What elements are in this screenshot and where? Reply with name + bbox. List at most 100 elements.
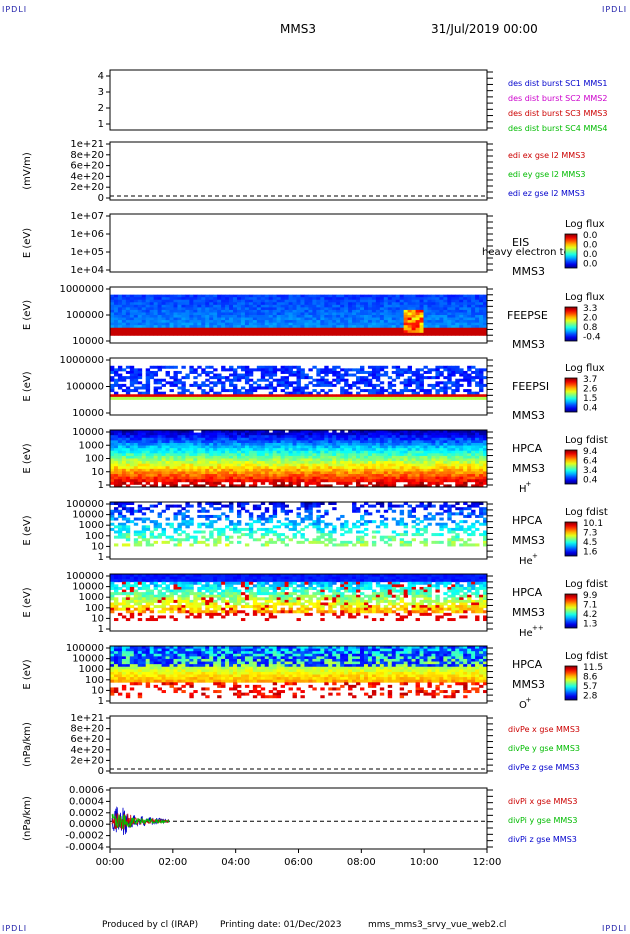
y-tick-label: 10000	[72, 582, 104, 593]
legend-entry: des dist burst SC4 MMS4	[508, 124, 607, 133]
y-tick-label: 100	[85, 531, 104, 542]
colorbar-tick-label: 6.4	[583, 457, 598, 467]
colorbar-tick-label: 5.7	[583, 682, 597, 692]
y-tick-label: 100000	[66, 382, 104, 393]
y-tick-label: 0	[98, 193, 104, 204]
legend-entry: des dist burst SC1 MMS1	[508, 79, 607, 88]
legend-entry: edi ez gse l2 MMS3	[508, 189, 585, 198]
species-label: He	[519, 628, 533, 639]
colorbar-title: Log flux	[565, 292, 605, 303]
legend-entry: divPe x gse MMS3	[508, 725, 580, 734]
y-tick-label: 4e+20	[70, 171, 104, 182]
instrument-label: HPCA	[512, 442, 543, 455]
y-tick-label: 4	[98, 71, 104, 82]
y-tick-label: 2	[98, 103, 104, 114]
corner-mark-tl: IPDLI	[2, 5, 28, 14]
colorbar-tick-label: 0.0	[583, 241, 598, 251]
colorbar-tick-label: 0.4	[583, 476, 598, 486]
colorbar-tick-label: 1.6	[583, 548, 598, 558]
legend-entry: divPe z gse MMS3	[508, 763, 579, 772]
y-axis-label: E (eV)	[22, 371, 33, 401]
panel-hpca_h: 10000 1000 100 10 1 E (eV) HPCA MMS3 H+ Log fdist…	[22, 427, 608, 495]
colorbar-tick-label: 2.0	[583, 314, 598, 324]
x-tick-label: 08:00	[347, 857, 376, 868]
overlay-text: heavy electron to	[482, 247, 570, 258]
panel-frame	[109, 787, 488, 850]
y-tick-label: 100000	[66, 310, 104, 321]
footer-producer: Produced by cl (IRAP)	[102, 920, 199, 930]
colorbar	[564, 233, 578, 269]
x-tick-label: 12:00	[473, 857, 502, 868]
instrument-label: HPCA	[512, 514, 543, 527]
y-tick-label: 100000	[66, 643, 104, 654]
panel-frame	[109, 69, 488, 131]
y-tick-label: 1000000	[59, 284, 104, 295]
colorbar-tick-label: 3.4	[583, 466, 598, 476]
footer-printing-date: Printing date: 01/Dec/2023	[220, 920, 342, 930]
y-tick-label: 10	[91, 685, 104, 696]
y-tick-label: 1000	[79, 440, 104, 451]
y-tick-label: 0.0004	[69, 796, 104, 807]
legend-entry: edi ey gse l2 MMS3	[508, 170, 586, 179]
x-tick-label: 10:00	[410, 857, 439, 868]
legend-entry: divPi z gse MMS3	[508, 835, 577, 844]
y-tick-label: 4e+20	[70, 745, 104, 756]
legend-entry: divPi x gse MMS3	[508, 797, 577, 806]
y-tick-label: 10000	[72, 654, 104, 665]
y-tick-label: 10000	[72, 408, 104, 419]
instrument-label: HPCA	[512, 658, 543, 671]
y-tick-label: 1e+05	[70, 247, 104, 258]
y-tick-label: 1	[98, 696, 104, 707]
colorbar-tick-label: 7.1	[583, 601, 597, 611]
y-tick-label: 100	[85, 454, 104, 465]
y-tick-label: 1000	[79, 664, 104, 675]
x-tick-label: 06:00	[284, 857, 313, 868]
y-axis-label: E (eV)	[22, 659, 33, 689]
colorbar	[564, 593, 578, 629]
colorbar-tick-label: 3.7	[583, 375, 597, 385]
spectrogram-hpca_he1	[110, 502, 488, 547]
charge-label: +	[532, 552, 538, 560]
colorbar-tick-label: 8.6	[583, 673, 598, 683]
x-tick-label: 04:00	[221, 857, 250, 868]
panel-burst: 4 3 2 1 des dist burst SC1 MMS1 des dist burs…	[98, 69, 607, 133]
y-tick-label: 10000	[72, 427, 104, 438]
colorbar	[564, 521, 578, 557]
y-tick-label: 0	[98, 766, 104, 777]
corner-mark-br: IPDLI	[602, 924, 628, 933]
colorbar-tick-label: 1.3	[583, 620, 597, 630]
y-tick-label: 1e+04	[70, 265, 104, 276]
panel-feepsi: 1000000 100000 10000 E (eV) FEEPSI MMS3 Log fl…	[22, 355, 605, 422]
y-tick-label: 100000	[66, 571, 104, 582]
species-label: H	[519, 484, 527, 495]
y-tick-label: 0.0000	[69, 819, 104, 830]
colorbar-tick-label: 2.6	[583, 385, 598, 395]
y-axis-label: E (eV)	[22, 300, 33, 330]
y-axis-label: (nPa/km)	[22, 796, 33, 841]
colorbar-tick-label: 1.5	[583, 394, 597, 404]
legend-entry: des dist burst SC2 MMS2	[508, 94, 607, 103]
y-tick-label: 10000	[72, 336, 104, 347]
y-tick-label: 100	[85, 675, 104, 686]
y-tick-label: 0.0006	[69, 785, 104, 796]
legend-entry: divPe y gse MMS3	[508, 744, 580, 753]
colorbar	[564, 665, 578, 701]
date-title: 31/Jul/2019 00:00	[431, 22, 538, 36]
colorbar-title: Log flux	[565, 363, 605, 374]
y-tick-label: 8e+20	[70, 724, 104, 735]
instrument-label: EIS	[512, 236, 529, 249]
y-tick-label: 1	[98, 119, 104, 130]
y-tick-label: 8e+20	[70, 150, 104, 161]
colorbar	[564, 377, 578, 413]
y-tick-label: 1e+07	[70, 211, 104, 222]
y-tick-label: 1e+21	[70, 713, 104, 724]
y-tick-label: 1	[98, 624, 104, 635]
colorbar-tick-label: 4.2	[583, 610, 597, 620]
panel-frame	[109, 573, 488, 632]
y-tick-label: 10	[91, 467, 104, 478]
colorbar-tick-label: 7.3	[583, 529, 597, 539]
